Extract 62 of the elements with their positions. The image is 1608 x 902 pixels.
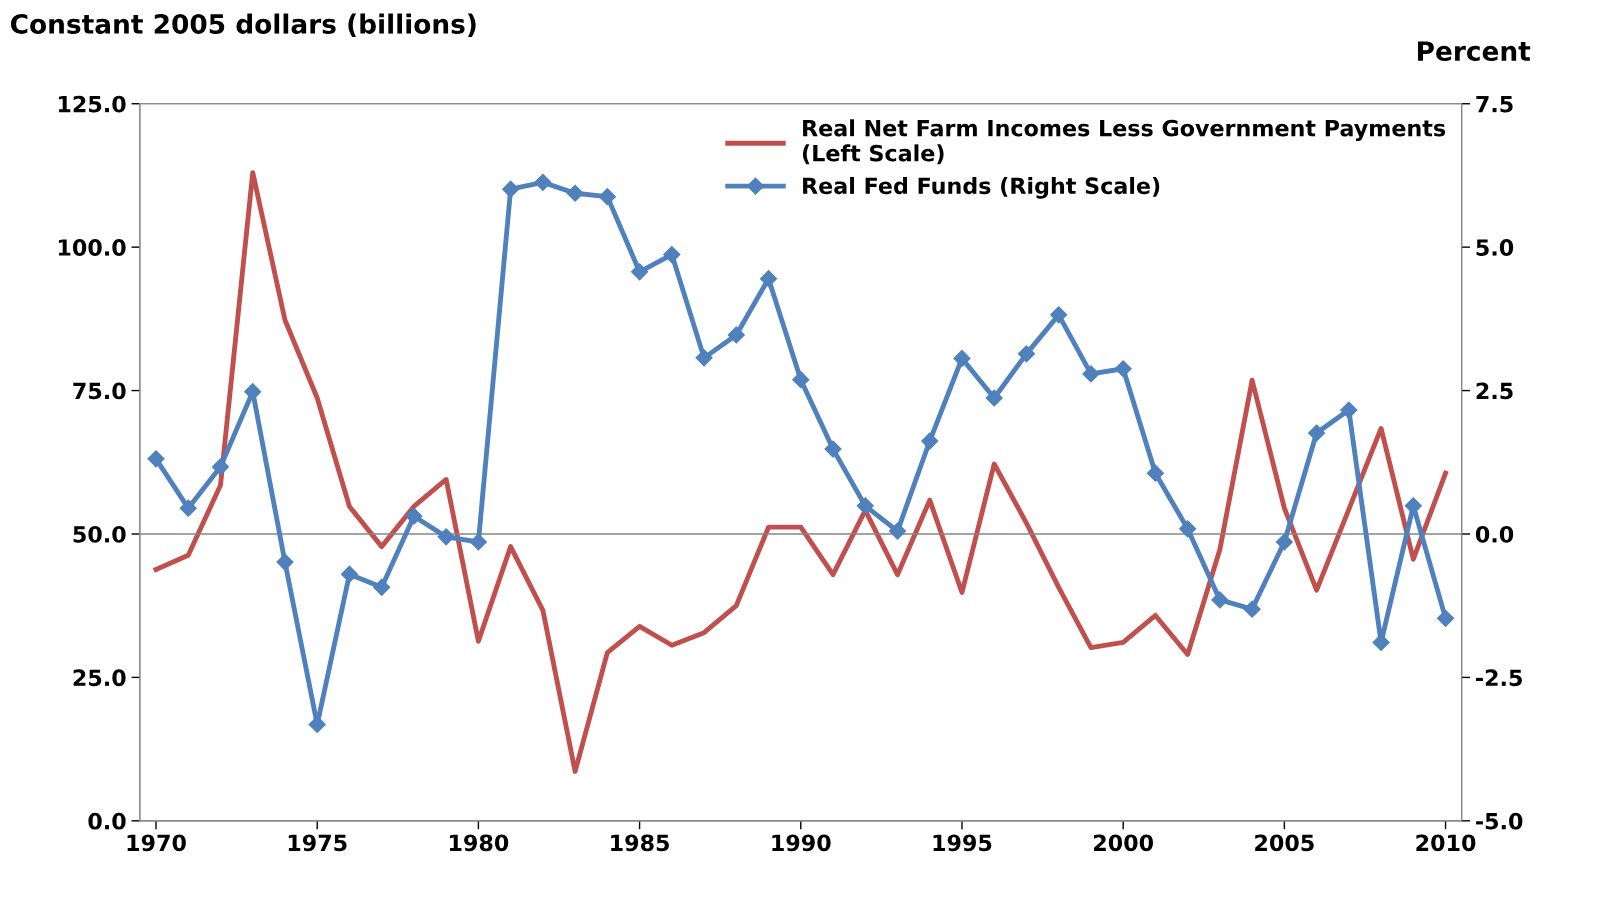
point — [824, 440, 842, 458]
x-tick-label: 1975 — [288, 834, 347, 852]
point — [1179, 520, 1197, 538]
point — [598, 188, 616, 206]
y2-tick-label: -2.5 — [1476, 669, 1522, 687]
point — [856, 497, 874, 515]
y2-axis-title: Percent — [1418, 41, 1531, 62]
y2-tick-label: 0.0 — [1475, 525, 1514, 543]
point — [953, 349, 971, 367]
y-axis-title: Constant 2005 dollars (billions) — [10, 13, 476, 38]
legend-label: Real Fed Funds (Right Scale) — [803, 176, 1160, 199]
point — [147, 450, 165, 468]
y-tick-label: 25.0 — [73, 669, 126, 687]
point — [792, 371, 810, 389]
point — [1114, 360, 1132, 378]
y2-tick-label: 5.0 — [1476, 239, 1514, 256]
y2-tick-label: -5.0 — [1476, 812, 1523, 830]
x-tick-label: 2000 — [1094, 834, 1154, 852]
point — [888, 522, 907, 540]
point — [469, 533, 487, 551]
x-tick-label: 1970 — [127, 834, 186, 852]
point — [502, 180, 520, 198]
x-tick-label: 2010 — [1416, 834, 1476, 852]
y-tick-label: 0.0 — [88, 812, 126, 830]
legend-label: Real Net Farm Incomes Less Government Payments (Left Scale) — [802, 119, 1446, 165]
point — [921, 432, 939, 450]
point — [631, 263, 649, 281]
point — [437, 528, 455, 546]
y2-tick-label: 2.5 — [1476, 382, 1513, 400]
point — [663, 246, 681, 264]
point — [1017, 345, 1036, 363]
y-tick-label: 125.0 — [58, 95, 126, 113]
point — [179, 499, 197, 517]
point — [1146, 464, 1164, 482]
point — [985, 389, 1003, 407]
point — [1243, 600, 1261, 618]
point — [759, 270, 778, 288]
point — [373, 578, 391, 596]
point — [1275, 533, 1293, 551]
point — [1308, 424, 1326, 442]
point — [1050, 306, 1068, 324]
point — [211, 458, 230, 476]
x-tick-label: 1980 — [449, 834, 509, 852]
point — [276, 553, 294, 571]
x-tick-label: 1990 — [772, 834, 831, 852]
point — [405, 507, 423, 525]
point — [1437, 609, 1455, 627]
x-tick-label: 1995 — [933, 834, 992, 852]
y-tick-label: 50.0 — [73, 525, 126, 543]
point — [340, 565, 358, 583]
x-tick-label: 1985 — [611, 834, 669, 852]
y-tick-label: 100.0 — [58, 239, 126, 256]
point — [1082, 365, 1100, 383]
point — [566, 184, 584, 202]
point — [1211, 591, 1229, 609]
y2-tick-label: 7.5 — [1476, 95, 1513, 113]
point — [695, 349, 713, 367]
y-tick-label: 75.0 — [73, 382, 126, 400]
point — [1340, 401, 1358, 419]
x-tick-label: 2005 — [1255, 834, 1314, 852]
point — [727, 326, 745, 344]
point — [534, 173, 552, 191]
